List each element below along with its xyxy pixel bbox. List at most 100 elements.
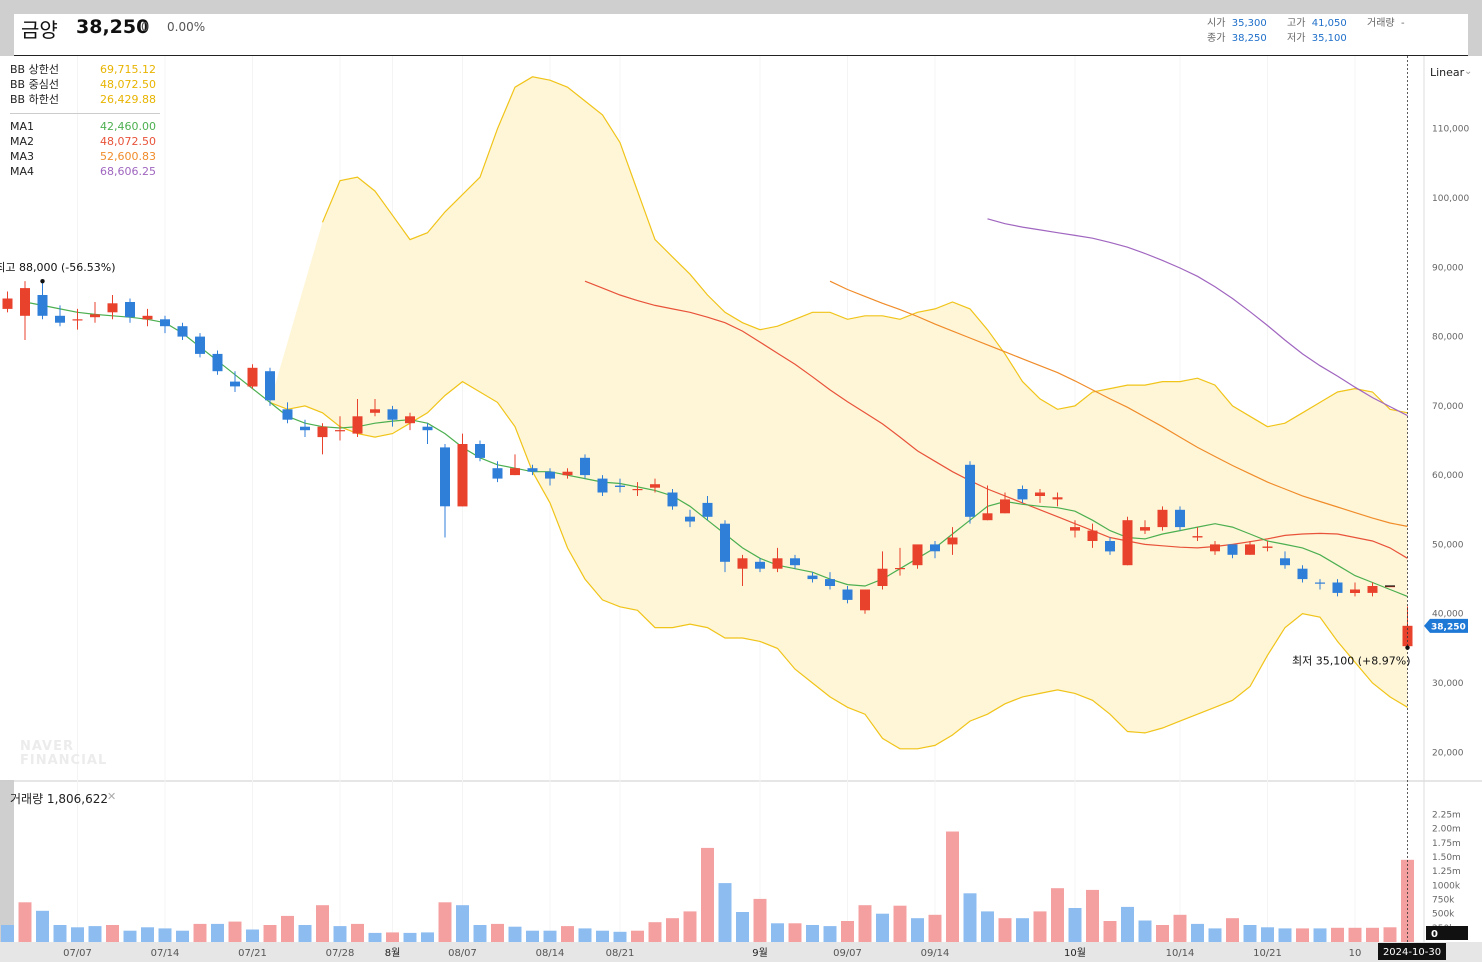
candle-body [90,314,100,318]
legend-value: 52,600.83 [100,150,156,163]
candle-body [387,409,398,420]
volume-bar [193,923,207,942]
candle-body [72,319,83,321]
candle-body [492,468,503,479]
candle [860,589,870,614]
bb-lower-line [269,380,1408,750]
volume-bar [823,926,837,942]
quote-header: 금양 38,250 0 0.00% 시가 35,300 고가 41,050 거래… [14,14,1468,56]
low-value: 35,100 [1311,33,1347,44]
close-quote: 종가 38,250 [1207,29,1267,44]
candle [790,554,800,569]
price-tick-label: 100,000 [1432,194,1469,204]
bb-upper-line [321,76,1408,428]
legend-bb-middle[interactable]: BB 중심선 48,072.50 [10,77,156,92]
volume-bar [1348,927,1362,942]
candle-body [527,468,538,472]
low-label: 저가 [1287,33,1306,44]
volume-bar [1261,927,1274,942]
candle-body [1245,544,1255,555]
legend-bb-upper[interactable]: BB 상한선 69,715.12 [10,62,156,77]
volume-bar [1086,889,1099,942]
volume-bar [386,932,399,942]
legend-ma4[interactable]: MA4 68,606.25 [10,164,156,179]
watermark-line: NAVER [20,739,75,754]
candle-body [1070,527,1080,531]
legend-ma3[interactable]: MA3 52,600.83 [10,149,156,164]
close-x-icon[interactable]: ✕ [107,790,117,803]
candle-body [300,426,310,431]
volume-bar [718,883,732,942]
volume-bar [246,929,259,942]
candle [1140,520,1150,535]
volume-bar [176,930,189,942]
candle-body [1367,586,1378,593]
candle [20,281,30,341]
candle [2,291,13,313]
chevron-down-icon[interactable]: ⌄ [1464,66,1473,77]
candle [947,527,958,555]
candle-body [247,367,258,387]
legend-ma1[interactable]: MA1 42,460.00 [10,119,156,134]
candle [370,398,380,417]
last-price-tag-text: 38,250 [1431,622,1466,632]
candle-body [1332,582,1343,593]
candle-body [1122,520,1133,566]
candle [685,509,695,528]
candle [317,423,328,455]
volume-bar [508,926,522,942]
candle [387,405,398,427]
high-label: 고가 [1287,18,1306,29]
candle [300,419,310,438]
candle [1280,551,1290,569]
candle [1350,582,1360,597]
candle-body [912,544,923,566]
candle-body [1350,589,1360,593]
x-tick-label: 10/21 [1253,948,1282,959]
candle-body [107,303,118,313]
volume-bar [876,913,889,942]
volume-bar [788,923,802,942]
volume-bar [473,925,487,942]
volume-bar [141,927,154,942]
candle [1262,540,1273,552]
candle [632,482,643,496]
candle-body [370,409,380,413]
volume-bar [981,911,994,942]
volume-tick-label: 2.25m [1432,811,1461,821]
volume-bar [1033,911,1047,942]
candle [982,485,993,521]
volume-bar [1138,920,1152,942]
volume-bar [561,926,574,942]
candle [877,551,888,590]
volume-bar [1156,925,1169,942]
crosshair-volume-label: 0 [1426,926,1468,940]
candle-body [1140,527,1150,531]
scale-type-button[interactable]: Linear [1430,66,1465,79]
candle [720,520,730,573]
volume-bar [1226,918,1239,942]
candle-body [1000,499,1010,514]
volume-tick-label: 1.50m [1432,853,1461,863]
open-label: 시가 [1207,18,1226,29]
candle-body [667,492,678,507]
candle [1052,492,1063,507]
volume-bar [228,921,242,942]
volume-bar [806,925,819,942]
legend-ma2[interactable]: MA2 48,072.50 [10,134,156,149]
legend-bb-lower[interactable]: BB 하한선 26,429.88 [10,92,156,107]
candle [842,586,853,604]
volume-bar [858,905,872,942]
candle-body [55,315,65,323]
legend-value: 42,460.00 [100,120,156,133]
candle [405,412,415,431]
candle [265,367,275,406]
candle [650,478,660,493]
volume-bar [683,911,697,942]
current-price: 38,250 [76,16,150,38]
volume-bar [403,932,417,942]
date-label-bg [1378,943,1446,960]
volume-value: - [1400,18,1405,29]
candle [1192,527,1203,541]
